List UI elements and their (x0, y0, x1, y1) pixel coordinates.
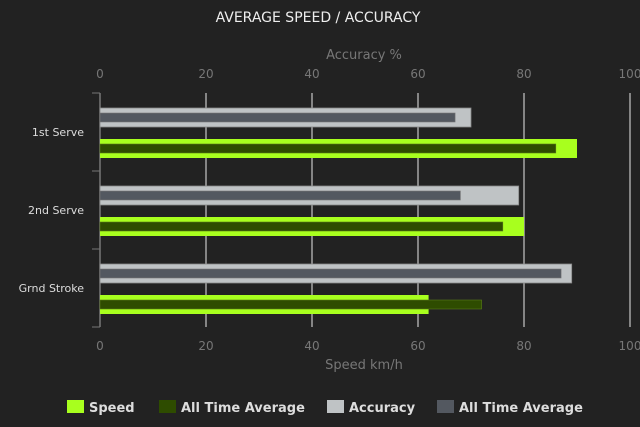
chart-title: AVERAGE SPEED / ACCURACY (216, 10, 421, 26)
legend-swatch (437, 400, 454, 413)
top-tick-label: 20 (198, 67, 213, 81)
legend-label: Accuracy (349, 401, 416, 416)
bottom-tick-label: 100 (619, 339, 640, 353)
speed-average-bar (99, 143, 557, 154)
accuracy-average-bar (99, 112, 456, 123)
category-label: 2nd Serve (28, 204, 84, 217)
legend-swatch (327, 400, 344, 413)
speed-average-bar (99, 221, 504, 232)
speed-average-bar (99, 299, 482, 310)
top-tick-label: 60 (410, 67, 425, 81)
legend-swatch (67, 400, 84, 413)
top-tick-label: 80 (516, 67, 531, 81)
legend-label: All Time Average (459, 401, 583, 416)
top-axis-label: Accuracy % (326, 48, 402, 63)
bottom-tick-label: 0 (96, 339, 104, 353)
legend-label: Speed (89, 401, 135, 416)
accuracy-average-bar (99, 268, 562, 279)
top-tick-label: 40 (304, 67, 319, 81)
bottom-axis-label: Speed km/h (325, 358, 403, 373)
bottom-tick-label: 40 (304, 339, 319, 353)
category-label: Grnd Stroke (19, 282, 85, 295)
accuracy-average-bar (99, 190, 461, 201)
bottom-tick-label: 20 (198, 339, 213, 353)
category-label: 1st Serve (32, 126, 84, 139)
legend-label: All Time Average (181, 401, 305, 416)
top-tick-label: 0 (96, 67, 104, 81)
legend-swatch (159, 400, 176, 413)
bottom-tick-label: 60 (410, 339, 425, 353)
top-tick-label: 100 (619, 67, 640, 81)
bottom-tick-label: 80 (516, 339, 531, 353)
